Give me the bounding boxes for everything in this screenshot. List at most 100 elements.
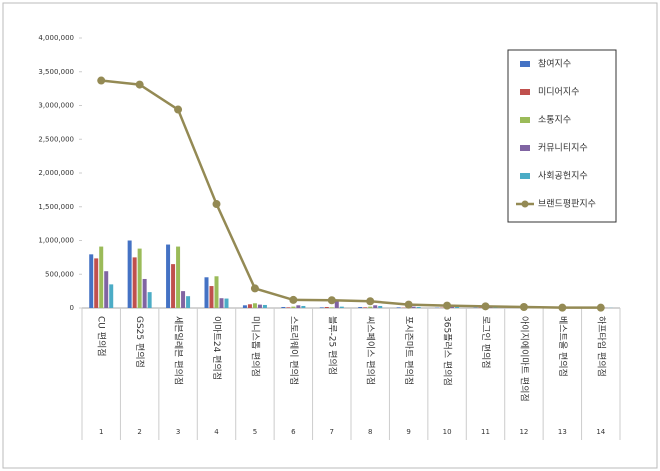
bar: [176, 246, 181, 308]
line-point: [212, 200, 221, 209]
y-tick-label: 4,000,000: [38, 34, 74, 42]
bar: [132, 257, 137, 308]
y-tick-label: 2,500,000: [38, 135, 74, 143]
x-tick-label: 이마트24 편의점: [211, 316, 223, 380]
line-point: [327, 296, 336, 305]
line-point: [289, 295, 298, 304]
legend-swatch: [520, 61, 530, 67]
bar: [186, 296, 191, 308]
x-rank-label: 7: [330, 428, 334, 436]
bar: [301, 305, 306, 308]
line-point: [558, 303, 567, 312]
x-tick-label: 아이지에이마트 편의점: [518, 316, 530, 402]
bar: [209, 286, 214, 308]
legend-label: 사회공헌지수: [538, 171, 588, 182]
x-tick-label: 블루-25 편의점: [326, 316, 338, 375]
x-tick-label: 베스트올 편의점: [557, 316, 569, 377]
x-tick-label: 세븐일레븐 편의점: [173, 316, 185, 385]
bar: [204, 277, 209, 308]
bar: [219, 298, 224, 308]
bar: [104, 271, 109, 308]
bar: [373, 305, 378, 308]
x-tick-label: 씨스페이스 편의점: [365, 316, 377, 385]
bar: [89, 254, 94, 308]
legend-box: [507, 49, 617, 223]
legend-swatch: [520, 145, 530, 151]
line-point: [97, 76, 106, 85]
y-tick-label: 3,500,000: [38, 68, 74, 76]
x-rank-label: 9: [406, 428, 410, 436]
line-point: [596, 303, 605, 312]
line-point: [135, 80, 144, 89]
bar: [358, 306, 363, 308]
line-point: [404, 300, 413, 309]
x-rank-label: 13: [558, 428, 567, 436]
bar: [142, 278, 147, 308]
legend-label: 참여지수: [538, 58, 571, 70]
y-tick-label: 2,000,000: [38, 169, 74, 177]
x-rank-label: 8: [368, 428, 372, 436]
bar: [257, 304, 262, 308]
x-tick-label: 365플러스 편의점: [442, 316, 454, 386]
bar: [247, 304, 252, 308]
bar: [488, 307, 493, 308]
bar: [281, 306, 286, 308]
line-point: [443, 301, 452, 310]
bar: [166, 244, 171, 308]
legend-swatch: [520, 89, 530, 95]
line-series: [101, 79, 601, 309]
bar: [127, 240, 132, 308]
legend-label: 미디어지수: [538, 87, 579, 98]
line-point: [250, 284, 259, 293]
bar: [334, 301, 339, 308]
bar: [396, 307, 401, 308]
bar: [286, 307, 291, 308]
bar: [181, 291, 186, 308]
bar: [363, 307, 368, 308]
x-rank-label: 4: [214, 428, 219, 436]
bar: [99, 246, 104, 308]
bar: [109, 284, 114, 308]
bar: [291, 306, 296, 308]
y-tick-label: 500,000: [45, 270, 74, 278]
line-point: [519, 302, 528, 311]
bar: [252, 303, 257, 308]
line-point: [366, 297, 375, 306]
bar: [368, 306, 373, 308]
y-tick-label: 0: [70, 304, 74, 312]
x-tick-label: 하프타임 편의점: [595, 316, 607, 377]
bar: [94, 258, 99, 308]
line-point: [481, 302, 490, 311]
x-rank-label: 6: [291, 428, 296, 436]
legend-label: 커뮤니티지수: [538, 143, 588, 154]
x-tick-label: 로그인 편의점: [480, 316, 492, 369]
bar: [319, 307, 324, 308]
bar: [416, 306, 421, 308]
legend-swatch: [520, 173, 530, 179]
bar: [455, 306, 460, 308]
x-rank-label: 14: [596, 428, 605, 436]
legend-swatch: [521, 200, 529, 208]
bar: [224, 298, 229, 308]
x-rank-label: 12: [519, 428, 528, 436]
x-tick-label: 미니스톱 편의점: [249, 316, 261, 377]
x-rank-label: 11: [481, 428, 490, 436]
bar: [137, 248, 142, 308]
x-rank-label: 3: [176, 428, 180, 436]
bar: [171, 264, 176, 308]
bar: [262, 304, 267, 308]
x-rank-label: 1: [99, 428, 103, 436]
bar: [411, 306, 416, 308]
x-tick-label: 스토리웨이 편의점: [288, 316, 300, 385]
x-tick-label: CU 편의점: [96, 316, 108, 357]
legend-swatch: [520, 117, 530, 123]
bar: [329, 307, 334, 308]
bar: [324, 306, 329, 308]
y-tick-label: 1,000,000: [38, 237, 74, 245]
y-tick-label: 1,500,000: [38, 203, 74, 211]
legend-label: 소통지수: [538, 115, 571, 126]
x-rank-label: 5: [253, 428, 257, 436]
bar: [214, 276, 219, 308]
